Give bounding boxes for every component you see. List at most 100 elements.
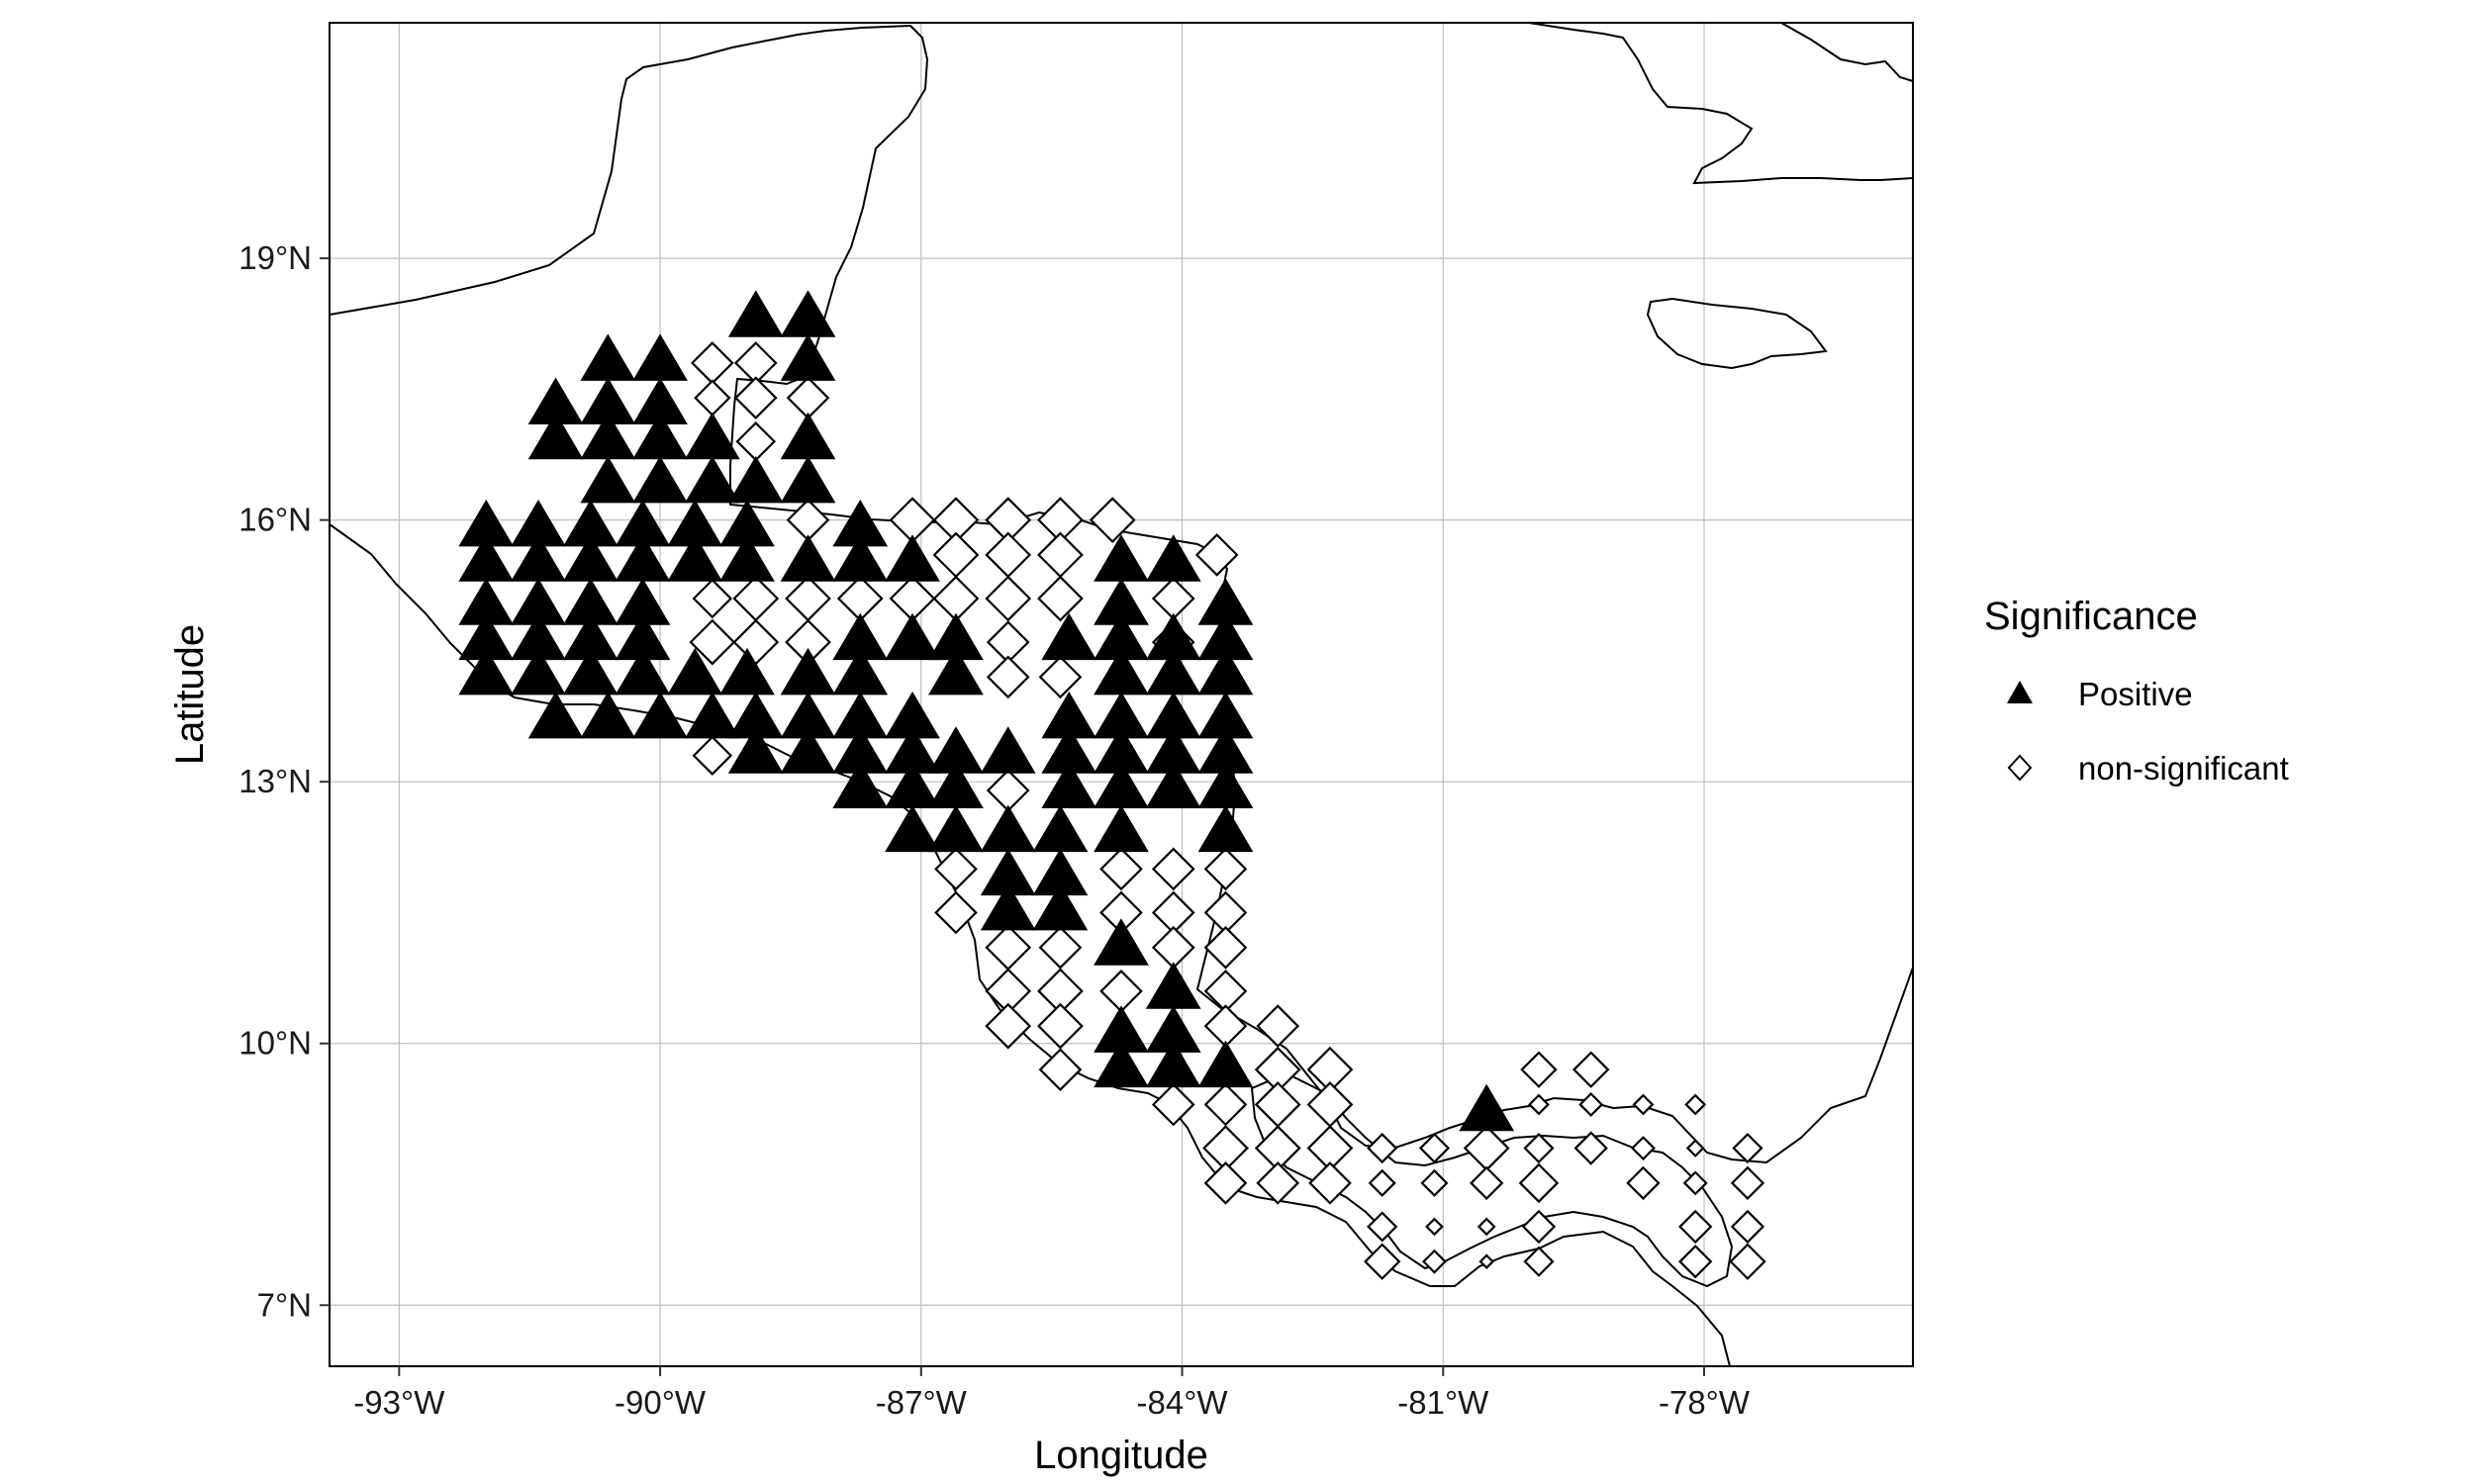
data-points: [458, 290, 1766, 1280]
coastline-jamaica: [1646, 297, 1828, 370]
non-significant-diamond-point: [1685, 1139, 1705, 1158]
non-significant-diamond-point: [1037, 575, 1084, 622]
non-significant-diamond-point: [1626, 1165, 1661, 1200]
non-significant-diamond-point: [1203, 1082, 1248, 1127]
non-significant-diamond-point: [1151, 847, 1195, 891]
non-significant-diamond-point: [1425, 1217, 1444, 1237]
non-significant-diamond-point: [1732, 1132, 1763, 1164]
x-tick-label: -93°W: [353, 1384, 445, 1421]
positive-triangle-point: [527, 691, 584, 739]
positive-triangle-point: [1041, 761, 1097, 808]
legend-positive-triangle-icon: [2007, 681, 2033, 703]
legend-title: Significance: [1984, 595, 2198, 638]
positive-triangle-point: [1197, 1040, 1254, 1088]
positive-triangle-point: [684, 691, 740, 739]
non-significant-diamond-point: [692, 578, 733, 619]
positive-triangle-point: [580, 455, 636, 504]
positive-triangle-point: [885, 534, 940, 582]
non-significant-diamond-point: [1203, 925, 1248, 970]
non-significant-diamond-point: [1476, 1217, 1496, 1237]
non-significant-diamond-point: [1572, 1051, 1610, 1088]
non-significant-diamond-point: [1470, 1165, 1504, 1200]
non-significant-diamond-point: [692, 735, 733, 777]
non-significant-diamond-point: [985, 1002, 1032, 1050]
y-tick-label: 16°N: [238, 502, 312, 538]
positive-triangle-point: [885, 804, 940, 853]
non-significant-diamond-point: [1420, 1168, 1449, 1197]
legend-non-significant-label: non-significant: [2078, 750, 2289, 787]
non-significant-diamond-point: [1422, 1249, 1447, 1274]
positive-triangle-point: [562, 647, 618, 696]
positive-triangle-point: [719, 647, 775, 696]
legend-non-significant-diamond-icon: [2007, 754, 2033, 782]
x-tick-label: -84°W: [1137, 1384, 1229, 1421]
non-significant-diamond-point: [1678, 1209, 1713, 1245]
non-significant-diamond-point: [733, 376, 778, 420]
non-significant-diamond-point: [1632, 1093, 1655, 1116]
positive-triangle-point: [1094, 918, 1149, 966]
non-significant-diamond-point: [1528, 1093, 1550, 1116]
non-significant-diamond-point: [1089, 497, 1136, 544]
non-significant-diamond-point: [1368, 1168, 1396, 1197]
x-tick-label: -90°W: [615, 1384, 707, 1421]
positive-triangle-point: [780, 333, 836, 381]
non-significant-diamond-point: [1038, 655, 1083, 699]
non-significant-diamond-point: [1037, 1002, 1084, 1050]
non-significant-diamond-point: [1364, 1243, 1401, 1280]
positive-triangle-point: [780, 455, 836, 504]
positive-triangle-point: [832, 534, 889, 582]
non-significant-diamond-point: [1729, 1243, 1766, 1280]
coastline-caribbean-north: [1528, 23, 1913, 185]
non-significant-diamond-point: [1038, 925, 1083, 970]
non-significant-diamond-point: [1367, 1211, 1398, 1243]
non-significant-diamond-point: [1730, 1165, 1765, 1200]
positive-triangle-point: [832, 761, 889, 808]
positive-triangle-point: [632, 455, 688, 504]
x-tick-label: -81°W: [1397, 1384, 1489, 1421]
non-significant-diamond-point: [689, 618, 736, 666]
non-significant-diamond-point: [1256, 1004, 1300, 1048]
axis-ticks: -93°W -90°W -87°W -84°W -81°W -78°W 7°N 10°N 13°…: [238, 239, 1751, 1421]
positive-triangle-point: [1041, 612, 1097, 661]
positive-triangle-point: [727, 455, 784, 504]
non-significant-diamond-point: [1418, 1132, 1451, 1164]
non-significant-diamond-point: [1678, 1245, 1713, 1279]
positive-triangle-point: [684, 455, 740, 504]
non-significant-diamond-point: [1308, 1160, 1352, 1205]
positive-triangle-point: [727, 726, 784, 774]
y-tick-label: 19°N: [238, 239, 312, 276]
positive-triangle-point: [1094, 804, 1149, 853]
non-significant-diamond-point: [1578, 1091, 1604, 1117]
non-significant-diamond-point: [1151, 1082, 1195, 1127]
coastline-hispaniola-fragment: [1780, 23, 1913, 82]
positive-triangle-point: [615, 647, 671, 696]
non-significant-diamond-point: [1099, 847, 1143, 891]
positive-triangle-point: [1197, 804, 1254, 853]
y-tick-label: 13°N: [238, 763, 312, 799]
non-significant-diamond-point: [1730, 1209, 1765, 1245]
non-significant-diamond-point: [1194, 533, 1239, 577]
non-significant-diamond-point: [1523, 1246, 1555, 1277]
positive-triangle-point: [727, 290, 784, 337]
positive-triangle-point: [780, 534, 836, 582]
positive-triangle-point: [719, 534, 775, 582]
positive-triangle-point: [928, 804, 984, 853]
non-significant-diamond-point: [934, 890, 978, 935]
positive-triangle-point: [1145, 534, 1201, 582]
non-significant-diamond-point: [1478, 1253, 1495, 1269]
coastline-yucatan-gulf: [330, 24, 929, 377]
non-significant-diamond-point: [934, 847, 978, 891]
positive-triangle-point: [632, 691, 688, 739]
non-significant-diamond-point: [1521, 1209, 1557, 1245]
positive-triangle-point: [780, 726, 836, 774]
non-significant-diamond-point: [1256, 1160, 1300, 1205]
non-significant-diamond-point: [1682, 1170, 1708, 1196]
non-significant-diamond-point: [1203, 1160, 1248, 1205]
positive-triangle-point: [980, 726, 1036, 774]
plot-panel-border: [329, 22, 1914, 1367]
positive-triangle-point: [527, 412, 584, 460]
positive-triangle-point: [667, 534, 723, 582]
positive-triangle-point: [885, 612, 940, 661]
non-significant-diamond-point: [1684, 1093, 1707, 1116]
x-tick-label: -87°W: [876, 1384, 968, 1421]
